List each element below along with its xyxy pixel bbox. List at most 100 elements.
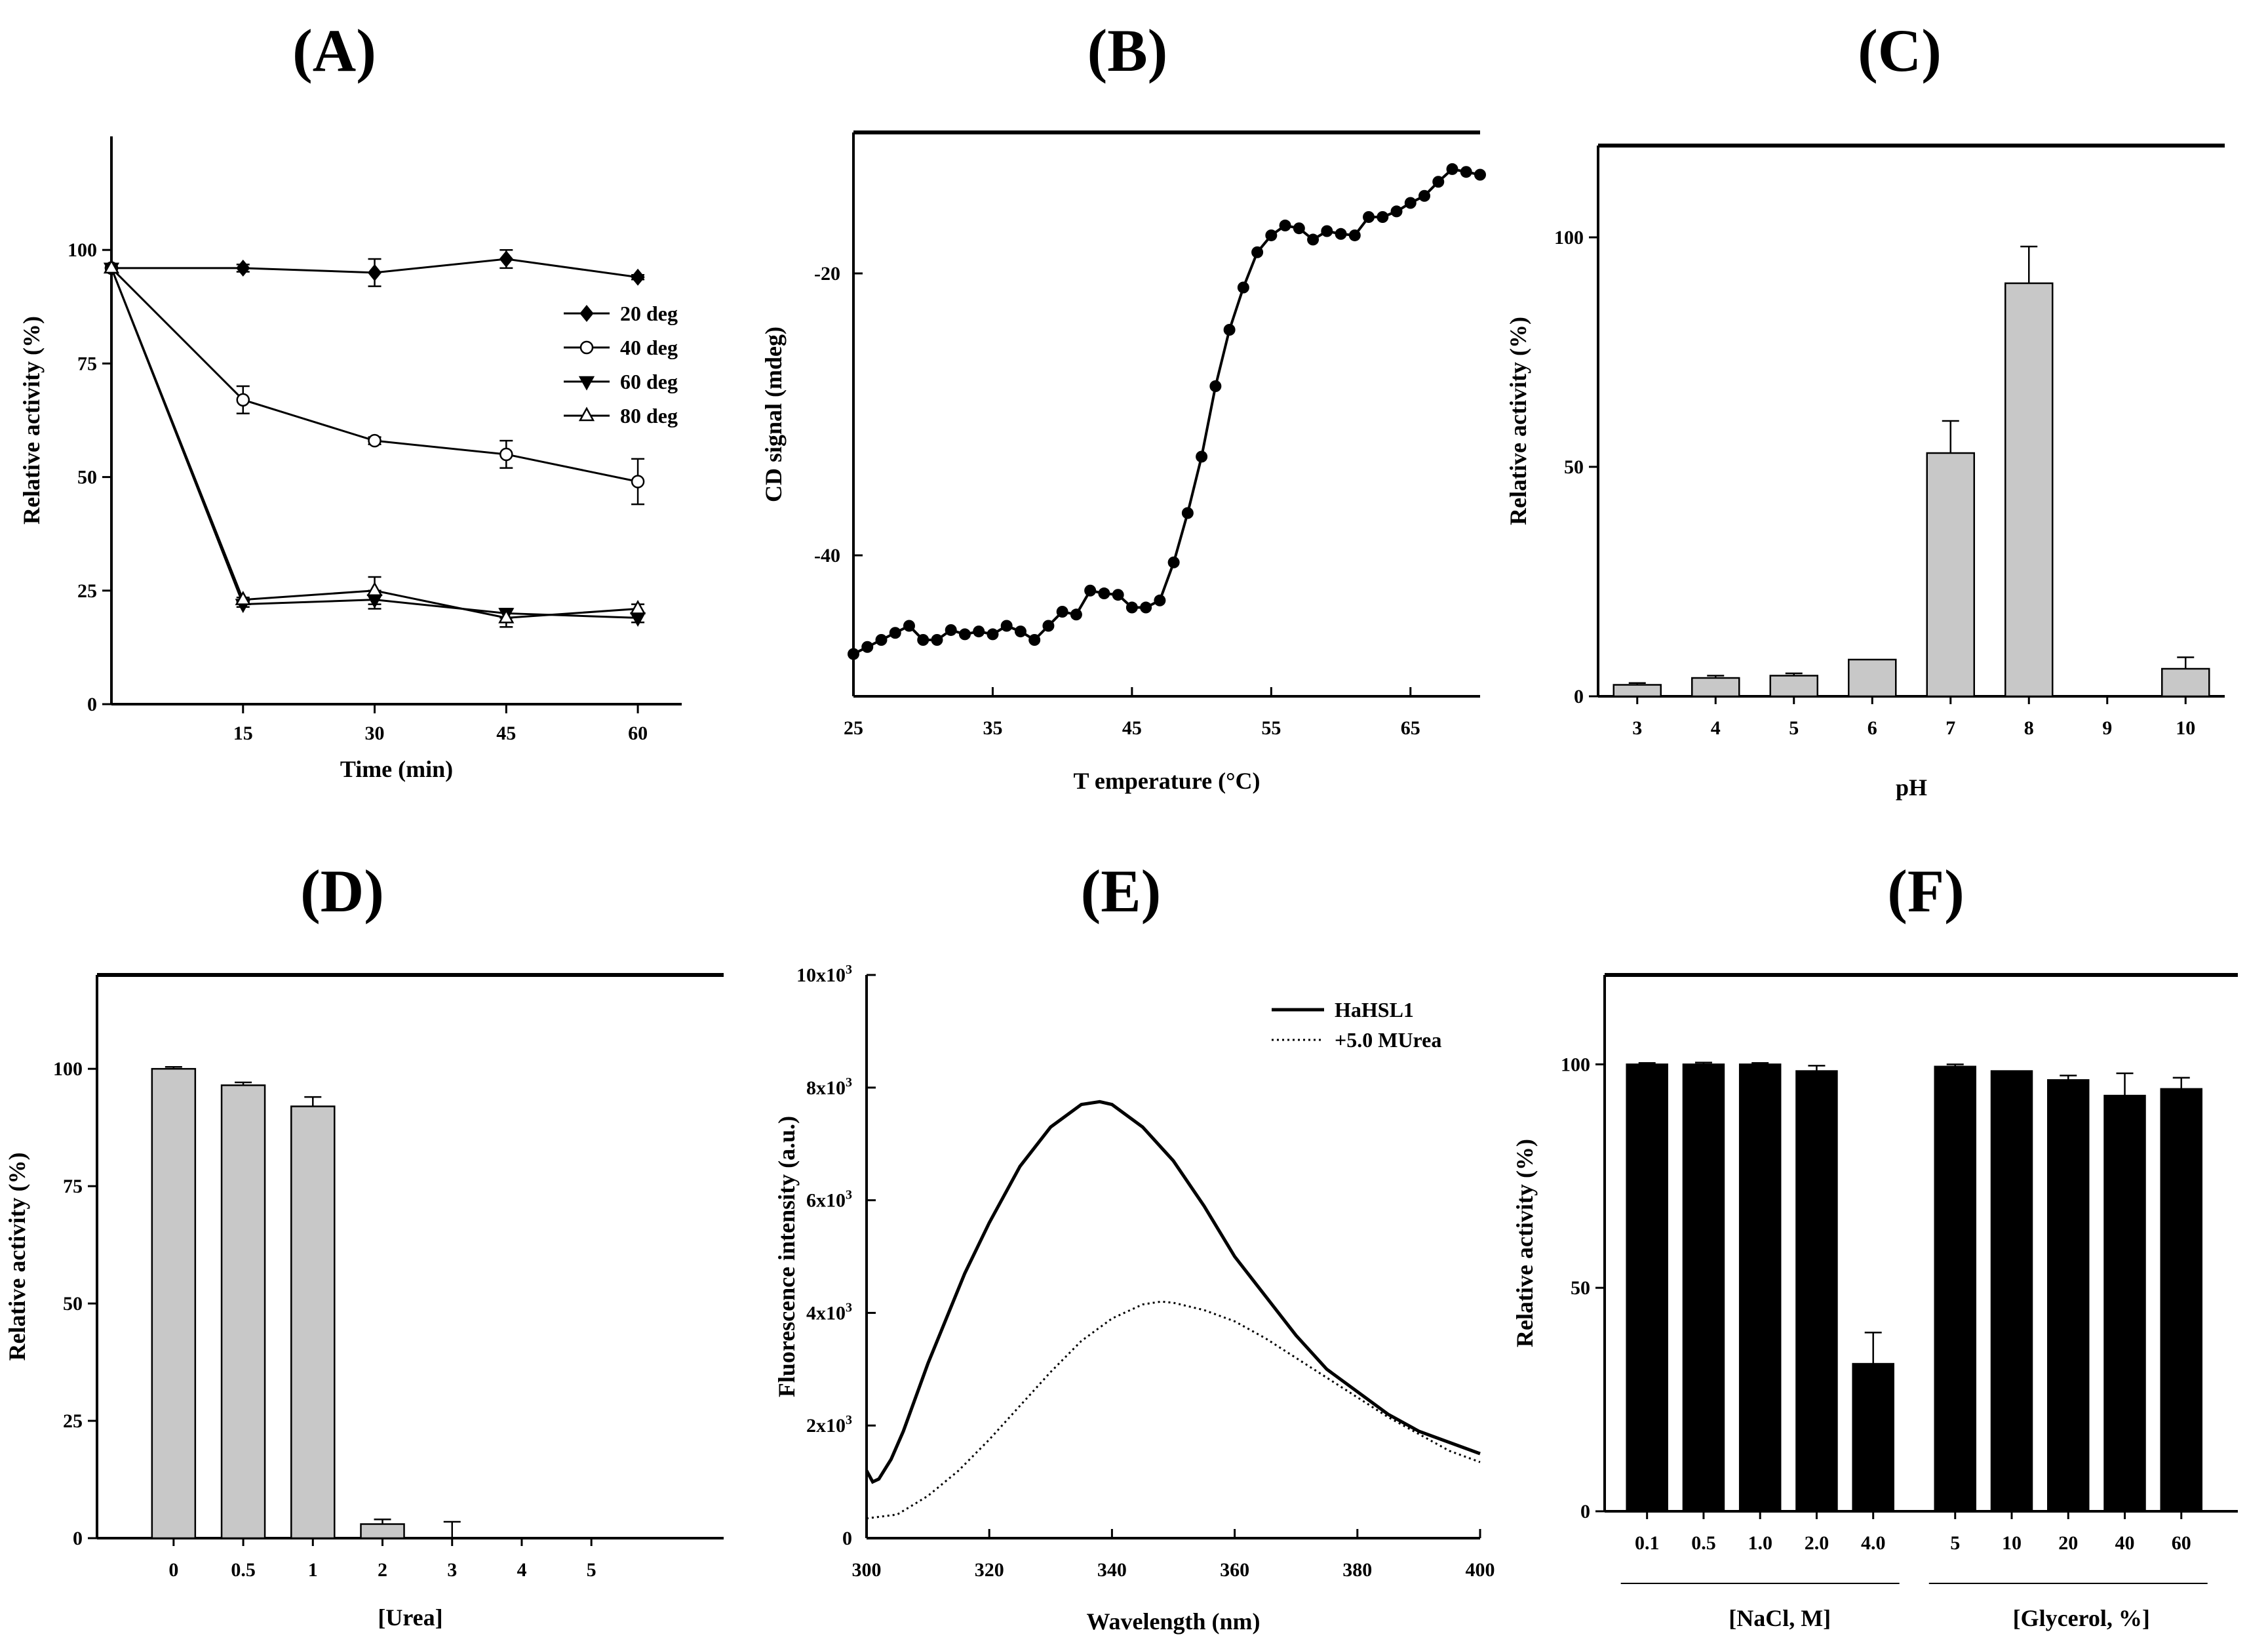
data-point (958, 628, 971, 641)
panel-label: (A) (292, 17, 376, 84)
data-point (1446, 163, 1458, 175)
data-point (103, 259, 120, 274)
x-axis-title: Time (min) (340, 756, 453, 782)
legend-marker (578, 407, 595, 422)
panel-F: (F) Relative activity (%) 0 50 100 0.1 0.5 1.0 2… (1512, 858, 2238, 1631)
data-point (1251, 246, 1264, 258)
bar (220, 1084, 266, 1539)
data-point (1167, 556, 1180, 568)
bar (1990, 1070, 2033, 1513)
bar (1626, 1063, 1668, 1513)
y-tick-label: 50 (1564, 456, 1584, 478)
y-tick-label: 0 (73, 1528, 83, 1549)
data-point (629, 599, 646, 614)
bar (2160, 1088, 2202, 1513)
x-tick-label: 40 (2115, 1532, 2135, 1554)
x-tick-label: 35 (983, 717, 1002, 739)
y-axis-title: Relative activity (%) (1512, 1139, 1538, 1347)
spectrum-native (865, 1100, 1481, 1484)
data-point (629, 612, 646, 627)
data-point (1348, 229, 1361, 241)
data-point (631, 475, 645, 488)
x-axis-title: T emperature (°C) (1074, 768, 1261, 794)
y-tick-label: 50 (77, 467, 97, 488)
bar (1738, 1063, 1782, 1513)
data-point (1432, 176, 1445, 188)
y-tick-label: -40 (814, 545, 840, 566)
bar (2103, 1094, 2146, 1513)
legend-label: 40 deg (620, 336, 678, 359)
y-tick-label: 10x103 (796, 962, 852, 986)
y-tick-label: -20 (814, 263, 840, 285)
x-tick-label: 10 (2176, 717, 2195, 739)
data-point (1474, 169, 1486, 181)
x-tick-label: 0 (168, 1559, 178, 1581)
y-axis-title: Relative activity (%) (4, 1153, 30, 1361)
group-label-glycerol: [Glycerol, %] (2013, 1605, 2150, 1631)
data-point (903, 620, 915, 632)
bar (1852, 1362, 1894, 1513)
data-point (1307, 233, 1320, 246)
data-point (631, 268, 645, 286)
x-tick-label: 5 (1789, 717, 1799, 739)
bar (1848, 658, 1897, 698)
data-point (1000, 620, 1013, 632)
bar (2047, 1079, 2090, 1513)
legend-marker (578, 376, 595, 391)
x-tick-label: 360 (1220, 1559, 1249, 1581)
panel-label: (B) (1087, 17, 1168, 84)
data-point (848, 648, 859, 660)
legend-label: 20 deg (620, 302, 678, 325)
data-point (366, 582, 383, 597)
y-axis-title: Relative activity (%) (18, 316, 45, 525)
group-label-nacl: [NaCl, M] (1729, 1605, 1831, 1631)
x-tick-label: 45 (496, 723, 516, 744)
x-tick-label: 4.0 (1861, 1532, 1886, 1554)
data-point (1237, 281, 1249, 294)
data-point (498, 608, 515, 624)
x-tick-label: 4 (517, 1559, 526, 1581)
data-point (1140, 601, 1152, 614)
legend-label: +5.0 MUrea (1335, 1028, 1441, 1052)
data-point (499, 250, 513, 268)
x-tick-label: 8 (2024, 717, 2034, 739)
bar (1795, 1070, 1838, 1513)
data-point (1098, 587, 1110, 600)
data-point (1390, 205, 1403, 218)
bar (1926, 452, 1975, 698)
x-tick-label: 9 (2102, 717, 2112, 739)
y-tick-label: 8x103 (806, 1075, 852, 1099)
data-point (1084, 584, 1097, 597)
data-point (367, 264, 382, 281)
bar (1934, 1065, 1976, 1513)
data-point (1223, 324, 1236, 336)
bar (290, 1105, 336, 1539)
bar (360, 1523, 405, 1539)
data-point (1377, 211, 1389, 223)
x-tick-label: 0.5 (1691, 1532, 1716, 1554)
x-axis-title: pH (1896, 774, 1927, 801)
x-tick-label: 400 (1466, 1559, 1495, 1581)
x-tick-label: 20 (2058, 1532, 2078, 1554)
y-axis-title: CD signal (mdeg) (760, 327, 787, 502)
data-point (875, 634, 888, 646)
panel-label: (E) (1081, 858, 1162, 924)
panel-label: (D) (300, 858, 384, 924)
bar (1682, 1063, 1725, 1513)
y-tick-label: 0 (87, 694, 97, 715)
bar (151, 1067, 197, 1539)
data-point (236, 393, 250, 407)
y-tick-label: 100 (1554, 227, 1584, 248)
data-point (889, 627, 901, 639)
data-point (499, 447, 513, 462)
x-tick-label: 4 (1711, 717, 1721, 739)
data-point (368, 433, 381, 448)
x-tick-label: 1.0 (1748, 1532, 1772, 1554)
data-point (973, 625, 985, 638)
bar (2161, 667, 2210, 698)
data-point (1335, 228, 1347, 240)
y-tick-label: 4x103 (806, 1300, 852, 1324)
x-tick-label: 340 (1097, 1559, 1127, 1581)
x-tick-label: 1 (308, 1559, 318, 1581)
x-tick-label: 300 (852, 1559, 882, 1581)
